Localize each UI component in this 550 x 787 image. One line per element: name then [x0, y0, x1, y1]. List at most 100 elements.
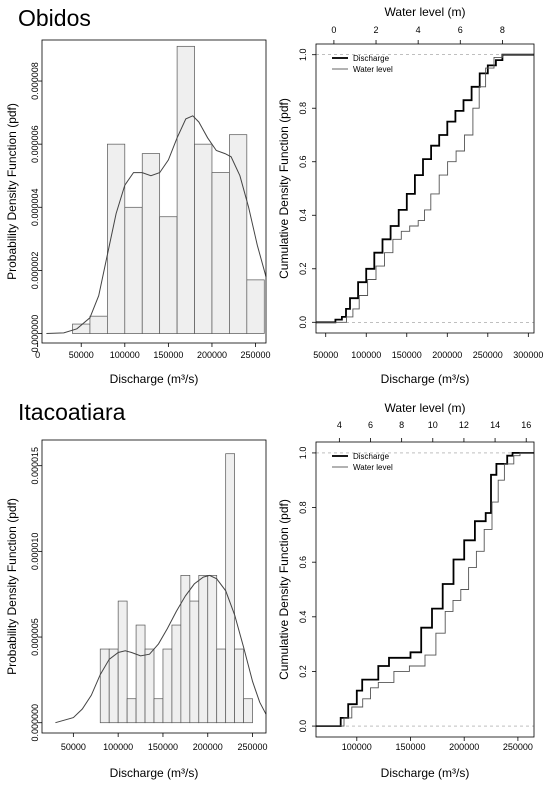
x-tick-label: 0: [35, 350, 40, 360]
top-tick-label: 0: [331, 25, 336, 35]
histogram-bar: [107, 143, 126, 334]
histogram-bar: [108, 648, 119, 724]
x-tick-label: 200000: [193, 742, 223, 752]
x-tick-label: 100000: [103, 742, 133, 752]
histogram-bar: [216, 648, 227, 724]
x-tick-label: 50000: [61, 742, 86, 752]
histogram-bar: [126, 698, 137, 724]
legend-label: Water level: [353, 463, 393, 472]
cdf-series-water-level: [316, 452, 534, 727]
legend-label: Discharge: [353, 54, 390, 63]
y-tick-label: 0.000005: [30, 618, 40, 656]
histogram-bar: [180, 575, 191, 724]
histogram-bar: [207, 575, 218, 724]
histogram-bar: [211, 172, 230, 334]
histogram-bar: [117, 600, 128, 724]
y-tick-label: 0.6: [298, 556, 308, 569]
x-tick-label: 250000: [503, 742, 533, 752]
histogram-bar: [243, 698, 253, 724]
y-axis-title: Cumulative Density Function (pdf): [277, 499, 291, 680]
x-tick-label: 300000: [513, 350, 543, 360]
histogram-bar: [225, 453, 235, 724]
y-tick-label: 0.000002: [30, 252, 40, 290]
histogram-bar: [89, 315, 108, 334]
x-tick-label: 150000: [153, 350, 183, 360]
x-tick-label: 200000: [197, 350, 227, 360]
top-tick-label: 6: [368, 420, 373, 430]
y-tick-label: 0.4: [298, 209, 308, 222]
y-tick-label: 0.6: [298, 155, 308, 168]
plot-frame: [41, 439, 267, 734]
x-tick-label: 100000: [351, 350, 381, 360]
y-tick-label: 0.000000: [30, 704, 40, 742]
y-tick-label: 1.0: [298, 48, 308, 61]
x-axis-title: Discharge (m³/s): [381, 766, 470, 780]
histogram-bar: [141, 153, 161, 334]
legend-label: Discharge: [353, 452, 390, 461]
histogram-bar: [234, 648, 244, 724]
histogram-bar: [99, 648, 110, 724]
density-curve: [46, 115, 267, 334]
y-tick-label: 0.4: [298, 611, 308, 624]
y-tick-label: 0.000010: [30, 533, 40, 571]
histogram-bar: [144, 648, 155, 724]
histogram-bar: [124, 206, 143, 334]
x-tick-label: 50000: [313, 350, 338, 360]
site-title: Itacoatiara: [18, 399, 126, 425]
top-tick-label: 2: [374, 25, 379, 35]
top-tick-label: 16: [521, 420, 531, 430]
histogram-bar: [246, 279, 265, 334]
histogram-bar: [176, 45, 195, 334]
top-tick-label: 14: [490, 420, 500, 430]
x-tick-label: 50000: [69, 350, 94, 360]
y-axis-title: Cumulative Density Function (pdf): [277, 98, 291, 279]
x-tick-label: 200000: [432, 350, 462, 360]
y-tick-label: 0.000006: [30, 125, 40, 163]
cdf-series-discharge: [316, 53, 534, 324]
top-tick-label: 8: [500, 25, 505, 35]
y-axis-title: Probability Density Function (pdf): [5, 103, 19, 280]
y-tick-label: 0.000008: [30, 62, 40, 100]
y-tick-label: 0.000004: [30, 189, 40, 227]
histogram-bar: [198, 575, 209, 724]
y-tick-label: 0.0: [298, 720, 308, 733]
y-tick-label: 0.8: [298, 102, 308, 115]
x-tick-label: 250000: [241, 350, 271, 360]
x-axis-title: Discharge (m³/s): [110, 372, 199, 386]
plot-frame: [41, 39, 267, 344]
histogram-bar: [171, 624, 182, 724]
y-tick-label: 0.0: [298, 316, 308, 329]
top-tick-label: 12: [459, 420, 469, 430]
top-tick-label: 8: [399, 420, 404, 430]
y-tick-label: 0.000015: [30, 447, 40, 485]
histogram-bar: [153, 698, 164, 724]
x-tick-label: 100000: [110, 350, 140, 360]
top-tick-label: 10: [428, 420, 438, 430]
x-axis-title: Discharge (m³/s): [110, 766, 199, 780]
x-axis-title: Discharge (m³/s): [381, 372, 470, 386]
histogram-bar: [135, 624, 146, 724]
density-curve: [55, 574, 267, 724]
x-tick-label: 200000: [449, 742, 479, 752]
top-tick-label: 4: [416, 25, 421, 35]
top-tick-label: 6: [458, 25, 463, 35]
y-tick-label: 1.0: [298, 447, 308, 460]
histogram-bar: [189, 600, 200, 724]
top-axis-title: Water level (m): [385, 5, 466, 19]
x-tick-label: 100000: [342, 742, 372, 752]
x-tick-label: 150000: [148, 742, 178, 752]
cdf-series-discharge: [316, 452, 534, 727]
x-tick-label: 150000: [395, 742, 425, 752]
x-tick-label: 250000: [238, 742, 268, 752]
y-tick-label: 0.2: [298, 263, 308, 276]
x-tick-label: 150000: [392, 350, 422, 360]
histogram-bar: [229, 134, 248, 334]
histogram-bar: [159, 216, 178, 334]
legend-label: Water level: [353, 65, 393, 74]
site-title: Obidos: [18, 5, 91, 31]
y-tick-label: 0.2: [298, 665, 308, 678]
plot-frame: [315, 43, 535, 334]
plot-frame: [315, 441, 535, 738]
histogram-bar: [162, 648, 173, 724]
histogram-bar: [194, 143, 213, 334]
